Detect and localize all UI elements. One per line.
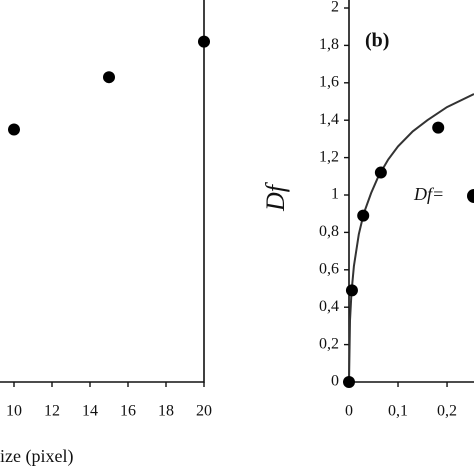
y-tick-label: 1,8 — [319, 36, 339, 53]
data-point — [343, 376, 355, 388]
x-tick-label: 0,1 — [388, 403, 408, 420]
data-point — [345, 284, 358, 297]
data-point — [103, 71, 115, 84]
y-tick-label: 1 — [331, 186, 339, 203]
y-tick-label: 0,2 — [319, 335, 339, 352]
x-tick-label: 0,2 — [437, 403, 457, 420]
y-tick-label: 1,2 — [319, 148, 339, 165]
x-tick-label: 18 — [158, 403, 174, 420]
annotation: Df= — [413, 184, 444, 204]
y-axis-label: Df — [261, 181, 290, 212]
data-point — [198, 35, 210, 48]
x-axis-label: ize (pixel) — [0, 446, 73, 467]
axis-frame — [348, 0, 474, 383]
fit-curve — [348, 93, 474, 383]
data-point — [374, 166, 387, 179]
data-point — [357, 209, 370, 222]
y-tick-label: 1,4 — [319, 111, 339, 128]
y-tick-label: 0,6 — [319, 260, 339, 277]
y-tick-label: 0,8 — [319, 223, 339, 240]
axis-frame — [0, 0, 205, 383]
y-tick-label: 0 — [331, 373, 339, 390]
data-point — [432, 121, 445, 134]
legend-marker — [467, 189, 474, 203]
x-tick-label: 12 — [44, 403, 60, 420]
y-tick-label: 1,6 — [319, 73, 339, 90]
panel-label: (b) — [365, 30, 389, 52]
x-tick-label: 10 — [6, 403, 22, 420]
x-tick-label: 16 — [120, 403, 136, 420]
data-point — [8, 123, 20, 136]
y-tick-label: 0,4 — [319, 298, 339, 315]
x-tick-label: 0 — [345, 403, 353, 420]
y-tick-label: 2 — [331, 0, 339, 16]
x-tick-label: 20 — [196, 403, 212, 420]
x-tick-label: 14 — [82, 403, 98, 420]
